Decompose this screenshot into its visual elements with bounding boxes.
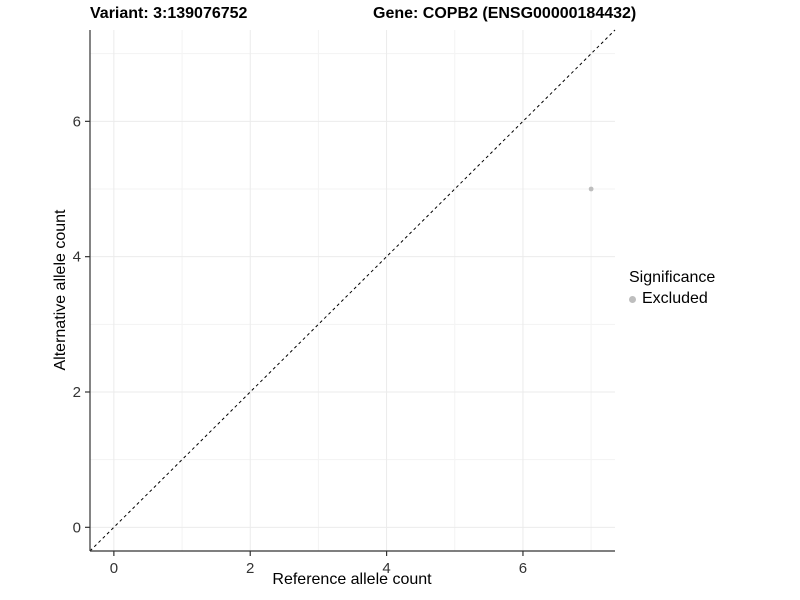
x-tick-label: 6 [519,560,527,577]
plot-title-gene: Gene: COPB2 (ENSG00000184432) [373,5,637,22]
legend-item-label: Excluded [642,290,708,307]
data-point [588,186,594,192]
legend: Significance Excluded [629,269,715,308]
x-tick-label: 0 [110,560,118,577]
legend-item-excluded: Excluded [629,290,715,308]
legend-point-icon [629,295,636,303]
y-axis-title: Alternative allele count [52,209,69,371]
identity-reference-line [89,29,616,552]
y-tick-label: 4 [73,249,81,266]
y-tick-label: 2 [73,384,81,401]
x-tick-label: 4 [382,560,390,577]
plot-title-variant: Variant: 3:139076752 [90,5,248,22]
x-tick-label: 2 [246,560,254,577]
legend-title: Significance [629,269,716,286]
y-tick-label: 0 [73,519,81,536]
x-axis-title: Reference allele count [272,571,432,588]
y-tick-label: 6 [73,113,81,130]
